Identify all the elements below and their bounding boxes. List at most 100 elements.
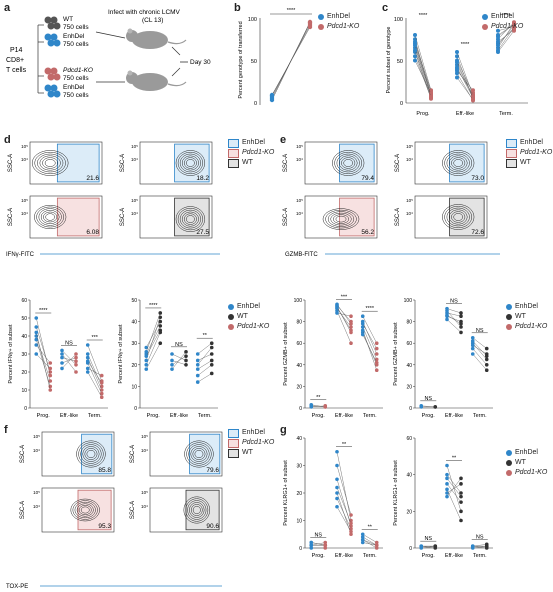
ssc-a-label: SSC-A bbox=[8, 154, 14, 172]
svg-text:****: **** bbox=[39, 308, 48, 314]
ssc-a-label: SSC-A bbox=[120, 208, 126, 226]
wt-label: WT bbox=[63, 16, 73, 23]
e-xaxis-label: GZMB-FITC bbox=[285, 252, 318, 258]
svg-text:20: 20 bbox=[131, 363, 137, 369]
svg-text:Prog.: Prog. bbox=[416, 111, 430, 117]
svg-text:10⁴: 10⁴ bbox=[21, 211, 28, 216]
svg-text:10⁵: 10⁵ bbox=[131, 144, 138, 149]
svg-text:10⁴: 10⁴ bbox=[33, 448, 40, 453]
svg-text:50: 50 bbox=[131, 298, 137, 304]
svg-text:10⁴: 10⁴ bbox=[406, 211, 413, 216]
svg-text:20: 20 bbox=[21, 370, 27, 376]
svg-text:10: 10 bbox=[131, 384, 137, 390]
panel-c-letter: c bbox=[382, 2, 389, 14]
b-ylabel: Percent genotype of transferred bbox=[238, 21, 244, 98]
wt-cell-cluster bbox=[44, 16, 61, 30]
svg-text:80: 80 bbox=[406, 320, 412, 326]
svg-text:10⁵: 10⁵ bbox=[406, 144, 413, 149]
flow-plot: 6.08 10⁵ 10⁴ bbox=[21, 195, 103, 239]
svg-text:****: **** bbox=[419, 13, 428, 19]
svg-text:NS: NS bbox=[175, 342, 183, 348]
svg-text:10⁵: 10⁵ bbox=[296, 144, 303, 149]
pdcd1-cell-cluster bbox=[44, 67, 61, 81]
svg-text:20: 20 bbox=[406, 509, 412, 515]
svg-text:0: 0 bbox=[299, 546, 302, 552]
enhdel-cell-cluster bbox=[44, 33, 61, 47]
svg-text:0: 0 bbox=[254, 101, 257, 107]
svg-text:10⁴: 10⁴ bbox=[141, 504, 148, 509]
enh-cells-label: 750 cells bbox=[63, 41, 89, 48]
svg-text:NS: NS bbox=[476, 534, 484, 540]
ssc-a-label: SSC-A bbox=[20, 501, 26, 519]
svg-text:30: 30 bbox=[21, 352, 27, 358]
svg-text:60: 60 bbox=[296, 341, 302, 347]
svg-text:10: 10 bbox=[21, 388, 27, 394]
mouse-icon bbox=[126, 28, 187, 49]
ssc-a-label: SSC-A bbox=[395, 154, 401, 172]
svg-text:10⁵: 10⁵ bbox=[21, 144, 28, 149]
flow-plot: 56.2 10⁵ 10⁴ bbox=[296, 195, 378, 239]
svg-text:0: 0 bbox=[24, 406, 27, 412]
svg-text:50: 50 bbox=[251, 59, 257, 65]
svg-text:18.2: 18.2 bbox=[196, 175, 209, 182]
svg-text:40: 40 bbox=[21, 334, 27, 340]
svg-text:10⁴: 10⁴ bbox=[33, 504, 40, 509]
panel-a-letter: a bbox=[4, 2, 11, 14]
svg-text:10⁵: 10⁵ bbox=[406, 198, 413, 203]
e-dot-legend: EnhDel WT Pdcd1-KO bbox=[506, 302, 547, 332]
svg-text:Eff.-like: Eff.-like bbox=[445, 553, 463, 559]
panel-b-letter: b bbox=[234, 2, 241, 14]
svg-text:0: 0 bbox=[400, 101, 403, 107]
svg-text:****: **** bbox=[502, 13, 511, 19]
svg-text:60: 60 bbox=[406, 436, 412, 442]
svg-text:Term.: Term. bbox=[363, 553, 377, 559]
svg-text:100: 100 bbox=[248, 17, 257, 23]
flow-plot: 73.0 10⁵ 10⁴ bbox=[406, 141, 488, 185]
flow-plot: 21.6 10⁵ 10⁴ bbox=[21, 141, 103, 185]
svg-text:Eff.-like: Eff.-like bbox=[445, 413, 463, 419]
svg-text:NS: NS bbox=[476, 328, 484, 334]
b-legend: EnhDel Pdcd1-KO bbox=[318, 12, 359, 32]
panel-b-chart: Percent genotype of transferred 100 50 0… bbox=[238, 8, 313, 107]
g-dot-legend: EnhDel WT Pdcd1-KO bbox=[506, 448, 547, 478]
infect-label: Infect with chronic LCMV bbox=[108, 9, 181, 16]
svg-text:56.2: 56.2 bbox=[361, 229, 374, 236]
d-xaxis-label: IFNγ-FITC bbox=[6, 252, 35, 258]
ssc-a-label: SSC-A bbox=[395, 208, 401, 226]
mouse-icon-2 bbox=[126, 70, 187, 91]
tcells-label: T cells bbox=[6, 67, 27, 74]
svg-text:80: 80 bbox=[296, 320, 302, 326]
svg-text:10⁵: 10⁵ bbox=[296, 198, 303, 203]
svg-text:**: ** bbox=[368, 524, 373, 530]
svg-text:10⁵: 10⁵ bbox=[33, 490, 40, 495]
svg-text:Eff.-like: Eff.-like bbox=[60, 413, 78, 419]
pd-cells-label: 750 cells bbox=[63, 75, 89, 82]
flow-plot: 79.4 10⁵ 10⁴ bbox=[296, 141, 378, 185]
svg-text:Prog.: Prog. bbox=[37, 413, 51, 419]
svg-text:6.08: 6.08 bbox=[86, 229, 99, 236]
svg-text:Prog.: Prog. bbox=[422, 553, 436, 559]
day30-label: Day 30 bbox=[190, 59, 211, 66]
panel-g-letter: g bbox=[280, 424, 287, 436]
svg-text:20: 20 bbox=[406, 384, 412, 390]
ssc-a-label: SSC-A bbox=[120, 154, 126, 172]
svg-text:Term.: Term. bbox=[198, 413, 212, 419]
ssc-a-label: SSC-A bbox=[8, 208, 14, 226]
svg-text:27.5: 27.5 bbox=[196, 229, 209, 236]
svg-text:10: 10 bbox=[296, 519, 302, 525]
svg-text:**: ** bbox=[316, 395, 321, 401]
e-flow-legend: EnhDel Pdcd1-KO WT bbox=[506, 138, 552, 168]
svg-text:Percent KLRG1+ of subset: Percent KLRG1+ of subset bbox=[393, 460, 399, 526]
panel-d-letter: d bbox=[4, 134, 11, 146]
svg-text:72.6: 72.6 bbox=[471, 229, 484, 236]
enhdel-cell-cluster-2 bbox=[44, 84, 61, 98]
enh2-cells-label: 750 cells bbox=[63, 92, 89, 99]
svg-text:10⁵: 10⁵ bbox=[141, 434, 148, 439]
svg-text:50: 50 bbox=[21, 316, 27, 322]
svg-text:10⁴: 10⁴ bbox=[131, 157, 138, 162]
svg-text:60: 60 bbox=[21, 298, 27, 304]
panel-a-schematic: P14 CD8+ T cells WT 750 cells EnhDel 750… bbox=[6, 9, 211, 99]
svg-text:100: 100 bbox=[294, 298, 303, 304]
svg-text:50: 50 bbox=[397, 59, 403, 65]
flow-plot: 72.6 10⁵ 10⁴ bbox=[406, 195, 488, 239]
